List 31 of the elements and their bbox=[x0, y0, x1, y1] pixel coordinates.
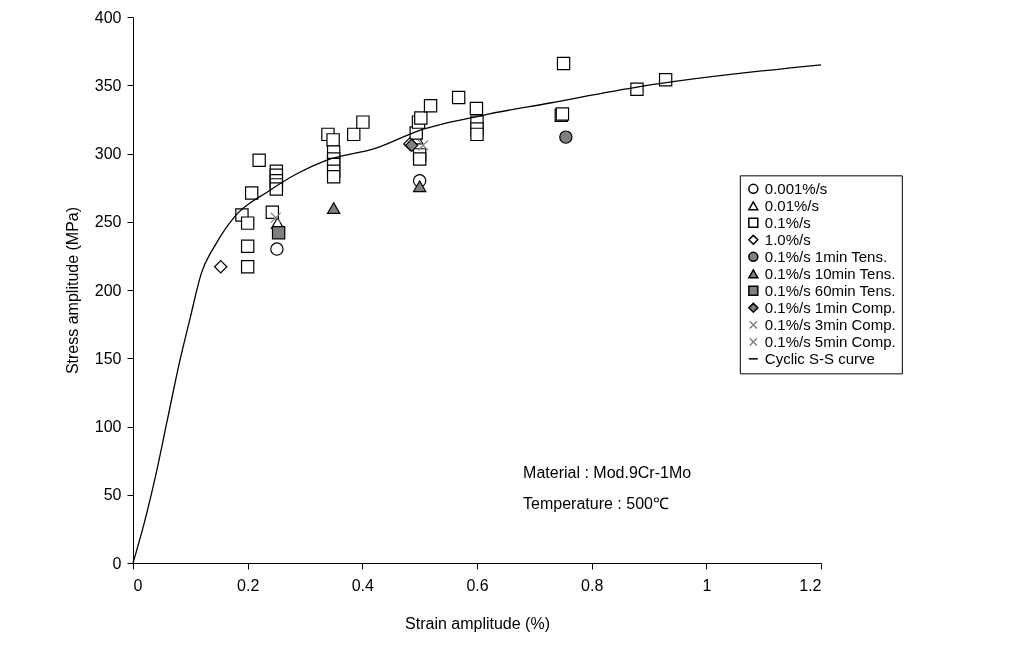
y-tick-label: 350 bbox=[94, 76, 122, 94]
legend-label: 0.1%/s 3min Comp. bbox=[764, 315, 896, 333]
y-tick-label: 200 bbox=[94, 281, 122, 299]
annotation: Material : Mod.9Cr-1Mo bbox=[523, 464, 692, 481]
y-tick-label: 150 bbox=[94, 349, 122, 367]
x-axis-title: Strain amplitude (%) bbox=[405, 614, 550, 632]
legend-label: Cyclic S-S curve bbox=[764, 349, 875, 367]
annotation: Temperature : 500℃ bbox=[523, 495, 669, 512]
x-tick-label: 0.2 bbox=[237, 576, 260, 594]
legend-label: 0.1%/s 1min Tens. bbox=[764, 247, 888, 265]
x-tick-label: 0.4 bbox=[351, 576, 375, 594]
y-tick-label: 400 bbox=[94, 8, 122, 26]
legend-label: 0.1%/s 10min Tens. bbox=[764, 264, 896, 282]
y-tick-label: 50 bbox=[103, 486, 122, 504]
y-tick-label: 0 bbox=[112, 554, 122, 572]
x-tick-label: 0 bbox=[133, 576, 143, 594]
x-tick-label: 0.6 bbox=[466, 576, 489, 594]
legend-label: 0.01%/s bbox=[764, 196, 820, 214]
legend-label: 0.001%/s bbox=[764, 179, 828, 197]
x-tick-label: 1.2 bbox=[799, 576, 822, 594]
legend-label: 0.1%/s 5min Comp. bbox=[764, 332, 896, 350]
legend-label: 0.1%/s 60min Tens. bbox=[764, 281, 896, 299]
x-tick-label: 0.8 bbox=[581, 576, 604, 594]
y-tick-label: 300 bbox=[94, 145, 122, 162]
legend-label: 1.0%/s bbox=[764, 230, 811, 248]
legend-label: 0.1%/s 1min Comp. bbox=[764, 298, 896, 316]
y-axis-title: Stress amplitude (MPa) bbox=[63, 206, 81, 375]
x-tick-label: 1 bbox=[702, 576, 712, 594]
legend-label: 0.1%/s bbox=[764, 213, 811, 231]
y-tick-label: 250 bbox=[94, 213, 122, 231]
y-tick-label: 100 bbox=[94, 418, 122, 435]
